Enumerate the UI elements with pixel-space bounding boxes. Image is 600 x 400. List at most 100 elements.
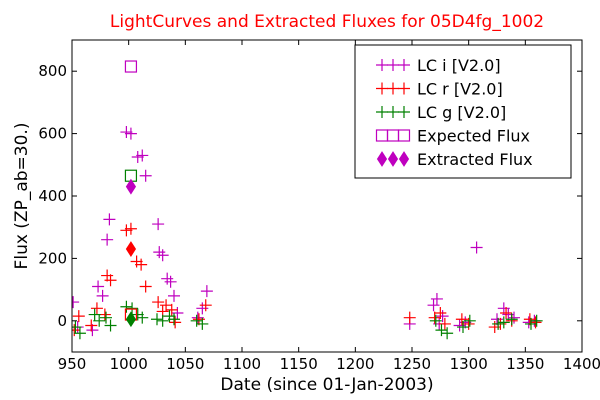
data-point-2-4 bbox=[100, 311, 112, 324]
data-point-2-10 bbox=[151, 313, 163, 326]
y-tick-label: 200 bbox=[38, 249, 67, 267]
data-point-0-24 bbox=[430, 292, 443, 305]
data-point-0-17 bbox=[168, 289, 180, 302]
data-point-1-6 bbox=[104, 274, 117, 287]
data-point-1-11 bbox=[139, 280, 152, 293]
data-point-0-29 bbox=[470, 241, 483, 254]
data-point-2-19 bbox=[457, 321, 469, 334]
data-point-1-19 bbox=[403, 311, 416, 324]
legend-entry: Expected Flux bbox=[417, 127, 530, 146]
data-point-2-7 bbox=[126, 302, 139, 315]
x-tick-label: 1250 bbox=[393, 355, 431, 373]
legend-marker-1-2 bbox=[398, 82, 410, 95]
data-point-2-9 bbox=[136, 311, 149, 324]
data-point-2-17 bbox=[435, 324, 448, 337]
data-point-2-23 bbox=[505, 313, 518, 326]
data-point-2-24 bbox=[525, 317, 537, 330]
x-tick-label: 950 bbox=[58, 355, 87, 373]
data-point-1-18 bbox=[199, 299, 212, 312]
legend-entry: Extracted Flux bbox=[417, 150, 533, 169]
legend: LC i [V2.0] LC r [V2.0] LC g [V2.0] Expecte… bbox=[354, 44, 572, 179]
data-point-4-2 bbox=[125, 311, 137, 328]
x-tick-label: 1300 bbox=[450, 355, 488, 373]
data-point-0-10 bbox=[136, 149, 149, 162]
data-point-0-0 bbox=[72, 296, 80, 309]
data-point-2-25 bbox=[530, 314, 543, 327]
data-point-0-23 bbox=[427, 299, 440, 312]
data-point-1-1 bbox=[72, 310, 85, 323]
data-point-0-21 bbox=[200, 285, 213, 298]
data-point-2-18 bbox=[441, 327, 454, 340]
data-point-1-10 bbox=[135, 258, 148, 271]
data-point-0-8 bbox=[124, 127, 137, 140]
x-tick-label: 1000 bbox=[110, 355, 148, 373]
data-point-3-0 bbox=[124, 60, 138, 73]
x-tick-label: 1050 bbox=[166, 355, 204, 373]
x-tick-label: 1400 bbox=[563, 355, 600, 373]
data-point-0-3 bbox=[92, 280, 105, 293]
x-tick-label: 1150 bbox=[280, 355, 318, 373]
data-point-1-16 bbox=[169, 316, 182, 329]
legend-entry: LC i [V2.0] bbox=[417, 56, 501, 75]
legend-marker-1-0 bbox=[376, 82, 388, 95]
data-point-1-23 bbox=[455, 313, 468, 326]
legend-marker-1-1 bbox=[387, 82, 399, 95]
data-point-2-20 bbox=[463, 314, 476, 327]
y-tick-label: 400 bbox=[38, 187, 67, 205]
y-tick-label: 600 bbox=[38, 125, 67, 143]
data-point-2-0 bbox=[72, 321, 82, 334]
legend-marker-4-0 bbox=[376, 151, 388, 167]
data-point-2-16 bbox=[429, 314, 442, 327]
data-point-0-14 bbox=[156, 249, 169, 262]
data-point-1-12 bbox=[152, 296, 165, 309]
data-point-0-11 bbox=[139, 169, 152, 182]
x-tick-label: 1350 bbox=[506, 355, 544, 373]
data-point-0-4 bbox=[96, 289, 109, 302]
legend-entry: LC g [V2.0] bbox=[417, 103, 506, 122]
data-point-1-29 bbox=[523, 313, 536, 326]
legend-marker-2-1 bbox=[387, 106, 399, 118]
data-point-1-20 bbox=[428, 311, 441, 324]
y-axis-label: Flux (ZP_ab=30.) bbox=[12, 123, 32, 270]
data-point-0-6 bbox=[103, 213, 116, 226]
y-tick-label: 0 bbox=[57, 312, 67, 330]
x-tick-label: 1200 bbox=[336, 355, 374, 373]
legend-marker-2-0 bbox=[376, 106, 388, 118]
data-point-0-5 bbox=[101, 233, 114, 246]
data-point-1-22 bbox=[438, 317, 451, 330]
data-point-0-15 bbox=[161, 272, 174, 285]
data-point-0-19 bbox=[191, 311, 204, 324]
data-point-1-21 bbox=[434, 307, 447, 319]
data-point-1-2 bbox=[85, 319, 98, 332]
data-point-2-13 bbox=[168, 313, 180, 326]
data-point-2-6 bbox=[120, 300, 133, 313]
data-point-2-11 bbox=[156, 314, 169, 327]
data-point-0-13 bbox=[153, 246, 166, 259]
data-point-1-24 bbox=[462, 317, 475, 330]
data-point-1-8 bbox=[124, 222, 137, 235]
data-point-2-14 bbox=[190, 314, 203, 327]
legend-marker-0-0 bbox=[376, 59, 388, 71]
legend-marker-4-2 bbox=[398, 151, 410, 167]
data-point-2-21 bbox=[492, 317, 505, 330]
legend-marker-3-2 bbox=[397, 129, 411, 142]
legend-marker-0-1 bbox=[387, 59, 399, 71]
x-axis-label: Date (since 01-Jan-2003) bbox=[220, 375, 433, 395]
legend-marker-2-2 bbox=[398, 106, 410, 118]
data-point-1-27 bbox=[500, 307, 513, 319]
data-point-0-12 bbox=[152, 218, 165, 231]
data-point-1-3 bbox=[90, 302, 103, 315]
axis-ticks: 950 1000 1050 1100 1150 1200 1250 1300 1350 1400 0… bbox=[38, 40, 600, 373]
y-tick-label: 800 bbox=[38, 62, 67, 80]
data-point-1-0 bbox=[72, 324, 81, 337]
data-point-4-0 bbox=[125, 178, 137, 195]
legend-entry: LC r [V2.0] bbox=[417, 80, 503, 99]
data-point-2-22 bbox=[497, 316, 510, 329]
chart-title: LightCurves and Extracted Fluxes for 05D… bbox=[110, 12, 544, 32]
data-point-2-15 bbox=[196, 317, 209, 330]
data-point-0-26 bbox=[436, 310, 449, 323]
data-point-2-1 bbox=[73, 327, 86, 340]
legend-marker-0-2 bbox=[398, 59, 410, 71]
data-point-0-16 bbox=[164, 275, 177, 288]
data-point-2-2 bbox=[88, 308, 101, 321]
